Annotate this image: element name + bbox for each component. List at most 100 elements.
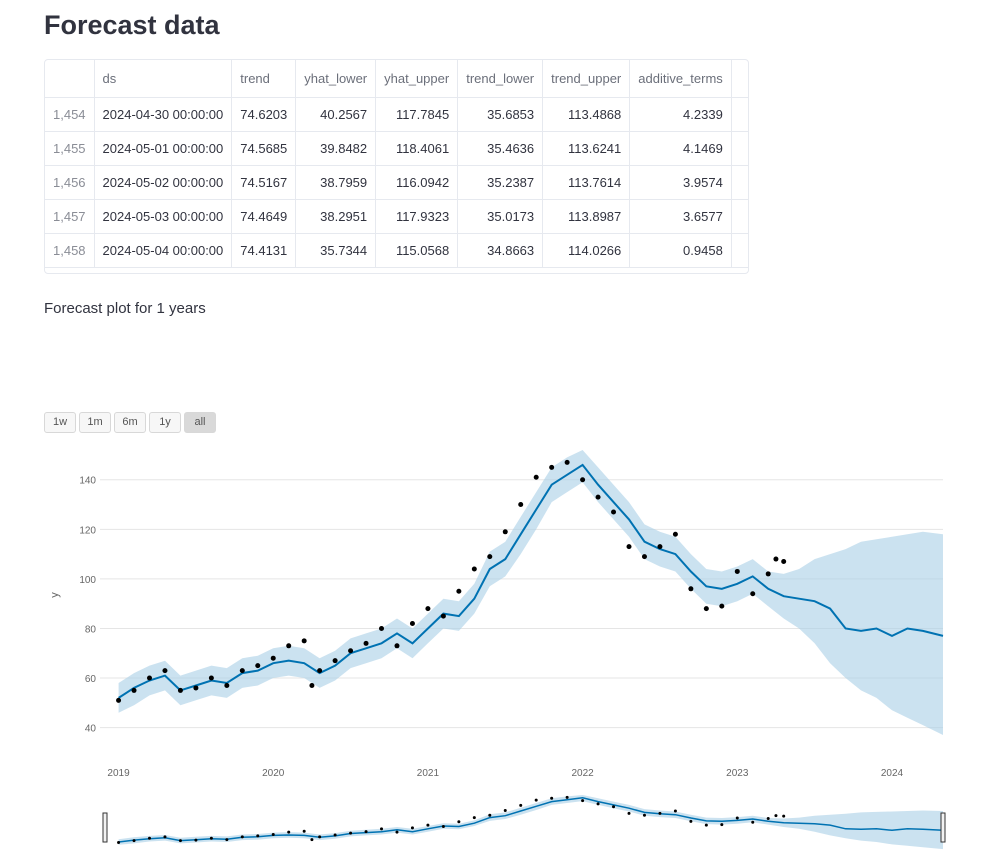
cell-trend[interactable]: 74.6203: [231, 97, 297, 132]
cell-trend-upper[interactable]: 113.4868: [542, 97, 631, 132]
column-header[interactable]: trend: [231, 60, 297, 98]
cell-trend-lower[interactable]: 34.8663: [457, 233, 544, 268]
cell-trend-lower[interactable]: 35.0173: [457, 199, 544, 234]
cell-trend[interactable]: 74.5685: [231, 131, 297, 166]
index-header: [45, 60, 95, 98]
column-header[interactable]: yhat_lower: [295, 60, 377, 98]
range-button-all[interactable]: all: [184, 412, 216, 433]
slider-actual-point: [488, 813, 492, 817]
actual-point: [255, 663, 261, 669]
range-button-1y[interactable]: 1y: [149, 412, 181, 433]
actual-point: [549, 464, 555, 470]
actual-point: [301, 638, 307, 644]
cell-additive-terms[interactable]: 0.9458: [629, 233, 732, 268]
cell-trend-upper[interactable]: 113.6241: [542, 131, 631, 166]
cell-trend[interactable]: 74.5167: [231, 165, 297, 200]
y-axis-label: y: [49, 592, 61, 598]
actual-point: [309, 682, 315, 688]
uncertainty-band: [118, 450, 944, 735]
cell-additive-terms[interactable]: 4.2339: [629, 97, 732, 132]
actual-point: [703, 606, 709, 612]
row-index: 1,457: [45, 199, 95, 234]
table-row: 1,458 2024-05-04 00:00:00 74.4131 35.734…: [45, 233, 748, 268]
actual-point: [773, 556, 779, 562]
cell-trend-lower[interactable]: 35.4636: [457, 131, 544, 166]
column-header[interactable]: yhat_upper: [375, 60, 459, 98]
range-button-1w[interactable]: 1w: [44, 412, 76, 433]
cell-yhat-upper[interactable]: 117.7845: [375, 97, 459, 132]
x-tick-label: 2023: [726, 768, 749, 779]
actual-point: [765, 571, 771, 577]
cell-overflow: [731, 233, 748, 268]
x-tick-label: 2021: [417, 768, 440, 779]
slider-actual-point: [766, 817, 770, 821]
column-header[interactable]: ds: [94, 60, 233, 98]
actual-point: [440, 613, 446, 619]
actual-point: [193, 685, 199, 691]
range-button-6m[interactable]: 6m: [114, 412, 146, 433]
cell-trend-lower[interactable]: 35.2387: [457, 165, 544, 200]
cell-additive-terms[interactable]: 3.6577: [629, 199, 732, 234]
cell-yhat-lower[interactable]: 39.8482: [295, 131, 377, 166]
slider-actual-point: [472, 816, 476, 820]
actual-point: [286, 643, 292, 649]
cell-trend[interactable]: 74.4131: [231, 233, 297, 268]
cell-trend-upper[interactable]: 114.0266: [542, 233, 631, 268]
x-tick-label: 2020: [262, 768, 285, 779]
column-header[interactable]: trend_upper: [542, 60, 631, 98]
slider-actual-point: [751, 820, 755, 824]
y-tick-label: 100: [79, 575, 96, 586]
slider-right-handle[interactable]: [940, 812, 946, 843]
cell-additive-terms[interactable]: 3.9574: [629, 165, 732, 200]
cell-yhat-lower[interactable]: 38.2951: [295, 199, 377, 234]
slider-actual-point: [774, 814, 778, 818]
cell-ds[interactable]: 2024-05-01 00:00:00: [94, 131, 233, 166]
cell-ds[interactable]: 2024-05-03 00:00:00: [94, 199, 233, 234]
slider-actual-point: [117, 840, 121, 844]
range-slider[interactable]: [102, 795, 946, 850]
cell-ds[interactable]: 2024-05-02 00:00:00: [94, 165, 233, 200]
slider-actual-point: [642, 813, 646, 817]
forecast-chart[interactable]: 40 60 80 100 120 140 2019 2020 2021 2022 2023 2024…: [0, 440, 1007, 852]
actual-point: [270, 655, 276, 661]
cell-yhat-upper[interactable]: 115.0568: [375, 233, 459, 268]
cell-ds[interactable]: 2024-05-04 00:00:00: [94, 233, 233, 268]
cell-yhat-upper[interactable]: 117.9323: [375, 199, 459, 234]
actual-point: [719, 603, 725, 609]
actual-point: [208, 675, 214, 681]
range-button-1m[interactable]: 1m: [79, 412, 111, 433]
x-tick-label: 2022: [571, 768, 594, 779]
cell-trend-upper[interactable]: 113.7614: [542, 165, 631, 200]
y-tick-label: 60: [85, 674, 97, 685]
slider-actual-point: [163, 835, 167, 839]
cell-trend-lower[interactable]: 35.6853: [457, 97, 544, 132]
cell-yhat-upper[interactable]: 116.0942: [375, 165, 459, 200]
column-header[interactable]: additive_terms: [629, 60, 732, 98]
row-index: 1,456: [45, 165, 95, 200]
slider-actual-point: [735, 816, 739, 820]
cell-yhat-lower[interactable]: 40.2567: [295, 97, 377, 132]
cell-ds[interactable]: 2024-04-30 00:00:00: [94, 97, 233, 132]
column-header[interactable]: trend_lower: [457, 60, 544, 98]
row-index: 1,454: [45, 97, 95, 132]
cell-additive-terms[interactable]: 4.1469: [629, 131, 732, 166]
table-row: 1,454 2024-04-30 00:00:00 74.6203 40.256…: [45, 97, 748, 132]
slider-actual-point: [689, 819, 693, 823]
slider-actual-point: [302, 829, 306, 833]
slider-forecast-line: [118, 797, 944, 843]
actual-point: [363, 640, 369, 646]
cell-overflow: [731, 131, 748, 166]
slider-actual-point: [194, 838, 198, 842]
cell-overflow: [731, 199, 748, 234]
cell-trend-upper[interactable]: 113.8987: [542, 199, 631, 234]
slider-left-handle[interactable]: [102, 812, 108, 843]
cell-trend[interactable]: 74.4649: [231, 199, 297, 234]
cell-yhat-upper[interactable]: 118.4061: [375, 131, 459, 166]
slider-actual-point: [658, 811, 662, 815]
actual-point: [456, 588, 462, 594]
actual-point: [595, 494, 601, 500]
slider-actual-point: [132, 839, 136, 843]
actual-point: [348, 648, 354, 654]
cell-yhat-lower[interactable]: 35.7344: [295, 233, 377, 268]
cell-yhat-lower[interactable]: 38.7959: [295, 165, 377, 200]
